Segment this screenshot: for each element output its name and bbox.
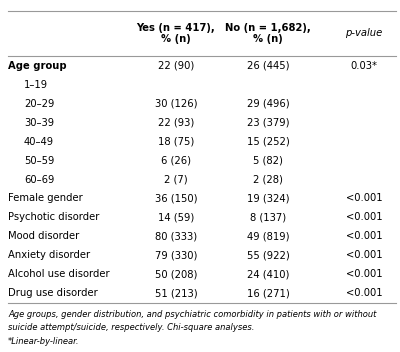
Text: 2 (7): 2 (7) — [164, 175, 188, 184]
Text: 2 (28): 2 (28) — [253, 175, 283, 184]
Text: 24 (410): 24 (410) — [247, 269, 289, 279]
Text: <0.001: <0.001 — [346, 269, 382, 279]
Text: Anxiety disorder: Anxiety disorder — [8, 250, 90, 260]
Text: 1–19: 1–19 — [24, 80, 48, 90]
Text: <0.001: <0.001 — [346, 212, 382, 222]
Text: 18 (75): 18 (75) — [158, 137, 194, 147]
Text: suicide attempt/suicide, respectively. Chi-square analyses.: suicide attempt/suicide, respectively. C… — [8, 323, 254, 332]
Text: 0.03*: 0.03* — [350, 61, 378, 71]
Text: <0.001: <0.001 — [346, 231, 382, 241]
Text: 15 (252): 15 (252) — [247, 137, 289, 147]
Text: 23 (379): 23 (379) — [247, 118, 289, 128]
Text: 79 (330): 79 (330) — [155, 250, 197, 260]
Text: 6 (26): 6 (26) — [161, 156, 191, 165]
Text: 40–49: 40–49 — [24, 137, 54, 147]
Text: 51 (213): 51 (213) — [155, 288, 197, 298]
Text: *Linear-by-linear.: *Linear-by-linear. — [8, 337, 80, 346]
Text: <0.001: <0.001 — [346, 250, 382, 260]
Text: 36 (150): 36 (150) — [155, 194, 197, 203]
Text: 80 (333): 80 (333) — [155, 231, 197, 241]
Text: 55 (922): 55 (922) — [247, 250, 289, 260]
Text: <0.001: <0.001 — [346, 288, 382, 298]
Text: Mood disorder: Mood disorder — [8, 231, 79, 241]
Text: Alcohol use disorder: Alcohol use disorder — [8, 269, 110, 279]
Text: 49 (819): 49 (819) — [247, 231, 289, 241]
Text: 22 (93): 22 (93) — [158, 118, 194, 128]
Text: 50–59: 50–59 — [24, 156, 54, 165]
Text: Age groups, gender distribution, and psychiatric comorbidity in patients with or: Age groups, gender distribution, and psy… — [8, 310, 376, 319]
Text: 8 (137): 8 (137) — [250, 212, 286, 222]
Text: p-value: p-value — [345, 29, 383, 38]
Text: No (n = 1,682),
% (n): No (n = 1,682), % (n) — [225, 23, 311, 44]
Text: Female gender: Female gender — [8, 194, 83, 203]
Text: 14 (59): 14 (59) — [158, 212, 194, 222]
Text: 50 (208): 50 (208) — [155, 269, 197, 279]
Text: 60–69: 60–69 — [24, 175, 54, 184]
Text: 29 (496): 29 (496) — [247, 99, 289, 109]
Text: 20–29: 20–29 — [24, 99, 54, 109]
Text: Age group: Age group — [8, 61, 67, 71]
Text: 5 (82): 5 (82) — [253, 156, 283, 165]
Text: Drug use disorder: Drug use disorder — [8, 288, 98, 298]
Text: 30 (126): 30 (126) — [155, 99, 197, 109]
Text: Psychotic disorder: Psychotic disorder — [8, 212, 99, 222]
Text: <0.001: <0.001 — [346, 194, 382, 203]
Text: 16 (271): 16 (271) — [247, 288, 289, 298]
Text: Yes (n = 417),
% (n): Yes (n = 417), % (n) — [137, 23, 215, 44]
Text: 22 (90): 22 (90) — [158, 61, 194, 71]
Text: 19 (324): 19 (324) — [247, 194, 289, 203]
Text: 30–39: 30–39 — [24, 118, 54, 128]
Text: 26 (445): 26 (445) — [247, 61, 289, 71]
